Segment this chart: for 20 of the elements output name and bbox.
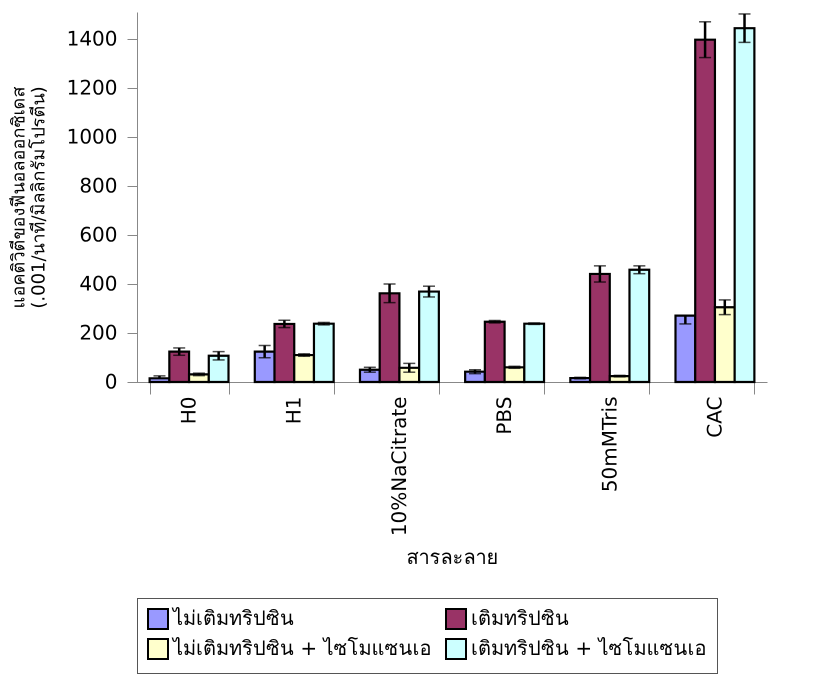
y-tick-label: 200 <box>79 320 118 344</box>
legend-label: ไม่เติมทริปซิน <box>171 606 294 630</box>
y-axis-title: แอคติวิตีของฟีนอลออกซิเดส (.001/นาที/มิลลิกรัมโปรตีน) <box>8 86 50 309</box>
x-tick-label: CAC <box>702 396 726 438</box>
y-tick-label: 1000 <box>66 124 118 148</box>
x-tick-label: H1 <box>282 396 306 424</box>
legend-label: ไม่เติมทริปซิน + ไซโมแซนเอ <box>171 636 432 660</box>
x-tick-label: PBS <box>492 396 516 435</box>
legend-label: เติมทริปซิน + ไซโมแซนเอ <box>471 636 706 660</box>
x-tick-label: 10%NaCitrate <box>386 396 411 536</box>
x-axis-title: สารละลาย <box>406 545 498 570</box>
legend-label: เติมทริปซิน <box>471 606 569 630</box>
y-tick-label: 1400 <box>66 26 118 50</box>
y-tick-label: 0 <box>104 370 118 394</box>
y-tick-label: 1200 <box>66 75 118 100</box>
y-tick-label: 800 <box>79 173 118 198</box>
y-tick-label: 400 <box>79 271 118 296</box>
x-tick-label: H0 <box>176 396 201 424</box>
y-tick-label: 600 <box>79 222 118 246</box>
x-tick-label: 50mMTris <box>597 396 622 492</box>
